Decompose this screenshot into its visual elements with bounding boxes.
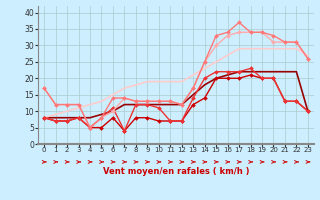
X-axis label: Vent moyen/en rafales ( km/h ): Vent moyen/en rafales ( km/h ) xyxy=(103,167,249,176)
